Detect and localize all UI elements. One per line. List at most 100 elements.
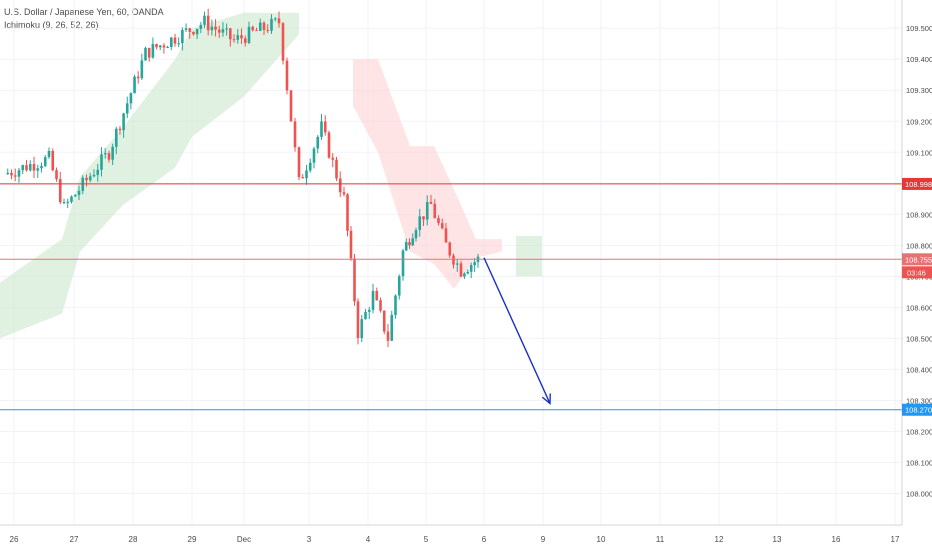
candle-body	[240, 35, 243, 39]
x-tick-label: 9	[541, 535, 546, 544]
candle-body	[107, 153, 111, 160]
y-tick-label: 108.300	[906, 396, 932, 405]
candle-body	[308, 162, 312, 171]
candle-body	[375, 291, 379, 301]
candle-body	[55, 170, 58, 180]
candle-body	[136, 76, 140, 79]
y-tick-label: 108.900	[906, 210, 932, 219]
candle-body	[210, 26, 214, 31]
candle-body	[285, 60, 289, 91]
symbol-title: U.S. Dollar / Japanese Yen, 60, OANDA	[4, 7, 164, 17]
candle-body	[151, 44, 155, 58]
candle-body	[10, 172, 13, 176]
candle-body	[203, 15, 206, 25]
candle-body	[140, 60, 144, 79]
candle-body	[133, 76, 136, 94]
candle-body	[158, 45, 162, 48]
candle-body	[96, 169, 100, 175]
x-tick-label: Dec	[237, 535, 251, 544]
x-tick-label: 4	[366, 535, 371, 544]
candle-body	[273, 18, 277, 20]
candle-body	[184, 28, 188, 30]
candle-body	[73, 194, 77, 197]
price-label-text: 108.998	[905, 180, 932, 189]
candles	[6, 8, 480, 348]
candle-body	[58, 179, 62, 203]
candle-body	[173, 37, 177, 44]
candle-body	[181, 29, 184, 44]
x-tick-label: 3	[307, 535, 312, 544]
candle-body	[469, 265, 473, 272]
candle-body	[243, 38, 247, 43]
candle-body	[66, 201, 70, 203]
arrow-head[interactable]	[541, 393, 551, 406]
x-tick-label: 29	[188, 535, 197, 544]
candle-body	[349, 230, 353, 259]
candle-body	[147, 47, 151, 58]
candle-body	[331, 157, 335, 160]
candle-body	[225, 28, 228, 30]
candle-body	[270, 18, 273, 31]
candle-body	[199, 24, 203, 29]
candle-body	[62, 202, 66, 204]
projection-arrow[interactable]	[483, 257, 551, 406]
countdown-box	[902, 266, 932, 279]
candle-body	[170, 37, 173, 48]
candle-body	[297, 147, 301, 178]
y-tick-label: 109.400	[906, 55, 932, 64]
candle-body	[346, 194, 349, 231]
candle-body	[162, 45, 166, 48]
candle-body	[129, 93, 133, 104]
candle-body	[43, 157, 47, 166]
candle-body	[390, 314, 394, 341]
x-tick-label: 11	[656, 535, 665, 544]
y-tick-label: 108.400	[906, 365, 932, 374]
y-tick-label: 108.600	[906, 303, 932, 312]
candle-body	[452, 255, 455, 265]
candle-body	[118, 128, 122, 131]
arrow-shaft[interactable]	[483, 257, 551, 404]
x-tick-label: 26	[10, 535, 19, 544]
candle-body	[85, 177, 88, 181]
candle-body	[404, 242, 408, 251]
candle-body	[353, 258, 356, 302]
candle-body	[28, 164, 32, 171]
candle-body	[122, 113, 125, 131]
candle-body	[17, 170, 21, 177]
x-tick-label: 10	[597, 535, 606, 544]
price-labels: 108.998 108.755 108.270 03:46	[902, 177, 932, 416]
candle-body	[21, 165, 25, 171]
candle-body	[473, 262, 476, 266]
indicator-title: Ichimoku (9, 26, 52, 26)	[4, 20, 99, 30]
candle-body	[13, 175, 17, 177]
candle-body	[364, 311, 367, 320]
candle-body	[316, 136, 320, 149]
x-tick-label: 6	[482, 535, 487, 544]
candle-body	[229, 28, 232, 40]
candle-body	[408, 242, 411, 246]
y-tick-label: 108.200	[906, 427, 932, 436]
y-tick-label: 108.000	[906, 489, 932, 498]
candle-body	[418, 216, 422, 231]
candle-body	[360, 319, 364, 339]
candle-body	[236, 35, 240, 40]
candle-body	[440, 223, 444, 229]
candle-body	[25, 165, 28, 171]
horizontal-lines[interactable]	[0, 183, 902, 411]
candle-body	[100, 154, 103, 170]
candle-body	[192, 31, 195, 35]
candle-body	[47, 150, 51, 158]
candle-body	[125, 103, 129, 114]
candle-body	[437, 218, 440, 224]
candle-body	[356, 301, 360, 339]
price-label-text: 108.270	[905, 406, 932, 415]
candle-body	[301, 177, 305, 179]
candle-body	[247, 26, 251, 43]
ichimoku-cloud	[0, 12, 542, 339]
candle-body	[386, 331, 390, 341]
candle-body	[323, 121, 327, 133]
candle-body	[103, 153, 107, 155]
y-tick-label: 108.100	[906, 458, 932, 467]
y-tick-label: 108.800	[906, 241, 932, 250]
